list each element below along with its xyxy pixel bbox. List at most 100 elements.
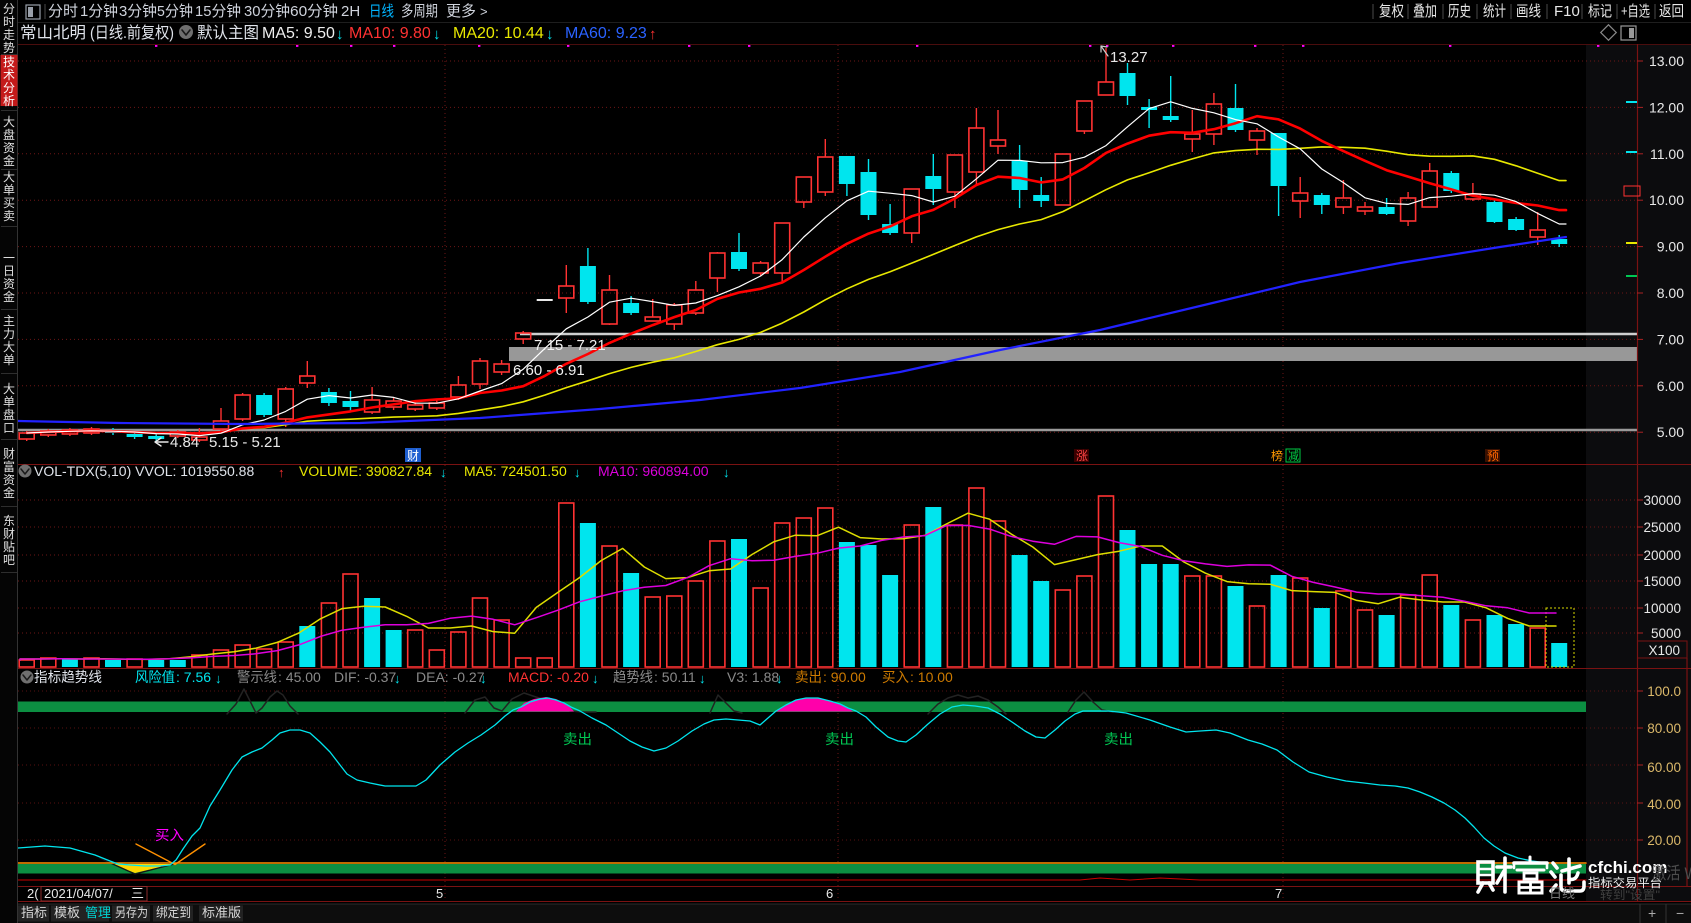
svg-text:DIF: -0.37: DIF: -0.37 xyxy=(334,669,396,685)
svg-text:买入: 买入 xyxy=(155,827,184,843)
svg-text:金: 金 xyxy=(3,485,15,500)
svg-text:↓: ↓ xyxy=(546,26,554,43)
svg-text:60分钟: 60分钟 xyxy=(290,3,338,20)
svg-text:MA60: 9.23: MA60: 9.23 xyxy=(565,25,647,42)
svg-text:常山北明: 常山北明 xyxy=(20,24,86,42)
svg-text:资: 资 xyxy=(3,277,15,291)
svg-text:析: 析 xyxy=(3,94,15,108)
svg-text:5: 5 xyxy=(436,886,443,901)
svg-text:大: 大 xyxy=(3,115,15,129)
svg-text:10.00: 10.00 xyxy=(1649,192,1684,208)
svg-text:大: 大 xyxy=(3,382,15,396)
svg-text:一: 一 xyxy=(3,251,15,265)
svg-text:指标交易平台: 指标交易平台 xyxy=(1588,875,1662,890)
svg-text:↓: ↓ xyxy=(480,671,487,686)
svg-text:时: 时 xyxy=(3,15,15,29)
svg-text:买: 买 xyxy=(3,196,15,210)
svg-text:: 45.00: : 45.00 xyxy=(278,669,321,685)
svg-text:V3: 1.88: V3: 1.88 xyxy=(727,669,779,685)
svg-text:榜: 榜 xyxy=(1271,448,1283,463)
svg-text:60.00: 60.00 xyxy=(1647,760,1681,775)
svg-text:1分钟: 1分钟 xyxy=(80,3,118,20)
svg-text:单: 单 xyxy=(3,395,15,409)
svg-text:↓: ↓ xyxy=(433,26,441,43)
svg-text:MA5: 724501.50: MA5: 724501.50 xyxy=(464,463,567,479)
svg-text:日: 日 xyxy=(3,264,15,278)
svg-text:大: 大 xyxy=(3,340,15,354)
svg-text:卖出: 卖出 xyxy=(1104,731,1133,747)
svg-text:13.27: 13.27 xyxy=(1110,49,1148,66)
svg-text:涨: 涨 xyxy=(1076,448,1088,463)
svg-text:VOL-TDX(5,10) VVOL: 1019550.88: VOL-TDX(5,10) VVOL: 1019550.88 xyxy=(34,463,254,479)
svg-text:统计: 统计 xyxy=(1483,3,1506,20)
svg-text:三: 三 xyxy=(131,886,144,901)
svg-text:减: 减 xyxy=(1288,449,1299,463)
svg-text:趋势线: 趋势线 xyxy=(613,669,653,685)
svg-text:盘: 盘 xyxy=(3,127,15,142)
svg-text:13.00: 13.00 xyxy=(1649,53,1684,69)
svg-text:指标: 指标 xyxy=(21,905,47,920)
svg-text:DEA: -0.27: DEA: -0.27 xyxy=(416,669,485,685)
svg-text:日线: 日线 xyxy=(369,3,394,20)
svg-text:12.00: 12.00 xyxy=(1649,99,1684,115)
svg-text:4.84: 4.84 xyxy=(170,434,199,451)
svg-text:: 90.00: : 90.00 xyxy=(823,669,866,685)
svg-text:贴: 贴 xyxy=(3,540,15,554)
svg-text:指标趋势线: 指标趋势线 xyxy=(34,669,102,685)
svg-text:30000: 30000 xyxy=(1643,493,1681,508)
svg-text:复权: 复权 xyxy=(1379,2,1404,20)
svg-text:力: 力 xyxy=(3,327,15,341)
svg-text:技: 技 xyxy=(3,55,15,69)
svg-text:盘: 盘 xyxy=(3,407,15,422)
svg-text:10000: 10000 xyxy=(1643,601,1681,616)
svg-text:3分钟: 3分钟 xyxy=(119,3,157,20)
svg-text:分: 分 xyxy=(3,81,15,95)
svg-text:MA20: 10.44: MA20: 10.44 xyxy=(453,25,544,42)
svg-text:↓: ↓ xyxy=(440,465,447,480)
svg-text:25000: 25000 xyxy=(1643,520,1681,535)
svg-text:卖出: 卖出 xyxy=(795,669,822,685)
svg-text:5.15 - 5.21: 5.15 - 5.21 xyxy=(209,434,281,451)
svg-text:卖出: 卖出 xyxy=(563,731,592,747)
svg-text:走: 走 xyxy=(3,28,15,42)
svg-text:↓: ↓ xyxy=(592,671,599,686)
svg-text:标准版: 标准版 xyxy=(202,905,241,920)
svg-text:买入: 买入 xyxy=(882,669,909,685)
svg-text:↑: ↑ xyxy=(649,26,657,43)
svg-text:标记: 标记 xyxy=(1588,3,1612,20)
svg-text:返回: 返回 xyxy=(1659,3,1684,20)
svg-text:财: 财 xyxy=(3,527,15,541)
svg-text:VOLUME: 390827.84: VOLUME: 390827.84 xyxy=(299,463,432,479)
svg-text:cfchi.com: cfchi.com xyxy=(1588,858,1667,877)
svg-text:警示线: 警示线 xyxy=(237,669,277,685)
svg-text:15分钟: 15分钟 xyxy=(195,3,241,20)
svg-text:11.00: 11.00 xyxy=(1650,146,1684,162)
svg-text:5000: 5000 xyxy=(1651,626,1681,641)
svg-text:资: 资 xyxy=(3,473,15,487)
svg-text:+自选: +自选 xyxy=(1621,3,1650,20)
svg-text:叠加: 叠加 xyxy=(1413,3,1437,20)
svg-text:管理: 管理 xyxy=(85,905,111,920)
svg-text:6: 6 xyxy=(826,886,833,901)
svg-text:MA10: 960894.00: MA10: 960894.00 xyxy=(598,463,709,479)
svg-text:: 50.11: : 50.11 xyxy=(654,669,696,685)
svg-text:100.0: 100.0 xyxy=(1647,684,1681,699)
svg-text:5分钟: 5分钟 xyxy=(157,3,193,20)
svg-text:富: 富 xyxy=(3,459,15,474)
svg-text:15000: 15000 xyxy=(1643,574,1681,589)
svg-text:↓: ↓ xyxy=(215,671,222,686)
svg-text:6.60 - 6.91: 6.60 - 6.91 xyxy=(513,362,585,379)
svg-text:风险值: 风险值 xyxy=(135,669,175,685)
svg-text:80.00: 80.00 xyxy=(1647,721,1681,736)
svg-text:>: > xyxy=(480,4,488,19)
svg-text:6.00: 6.00 xyxy=(1657,378,1684,394)
svg-text:主: 主 xyxy=(3,314,15,328)
svg-text:资: 资 xyxy=(3,141,15,155)
svg-text:模板: 模板 xyxy=(54,905,80,920)
svg-text:金: 金 xyxy=(3,289,15,304)
svg-text:7: 7 xyxy=(1275,886,1282,901)
svg-text:金: 金 xyxy=(3,153,15,168)
svg-text:东: 东 xyxy=(3,514,15,528)
svg-text:↑: ↑ xyxy=(278,465,285,480)
svg-text:20000: 20000 xyxy=(1643,548,1681,563)
